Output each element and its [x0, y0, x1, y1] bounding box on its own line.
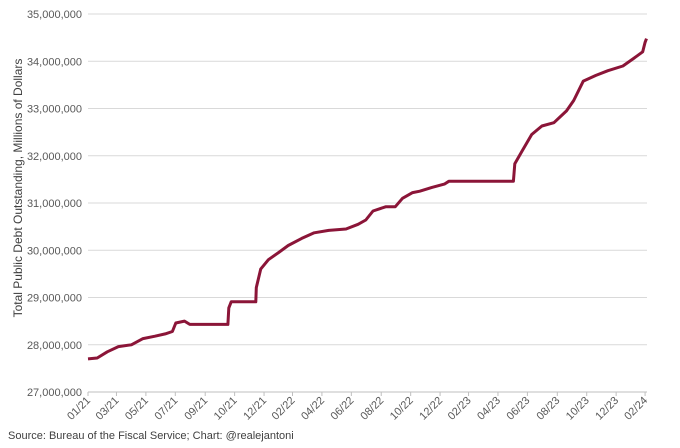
- x-tick-label: 12/21: [241, 395, 269, 423]
- x-tick-label: 10/22: [388, 395, 416, 423]
- x-tick-label: 09/21: [182, 395, 210, 423]
- x-tick-label: 10/23: [564, 395, 592, 423]
- y-tick-label: 32,000,000: [27, 151, 82, 163]
- y-axis-tick-labels: 27,000,000 28,000,000 29,000,000 30,000,000…: [27, 9, 82, 399]
- x-tick-label: 08/22: [358, 395, 386, 423]
- x-tick-label: 12/22: [417, 395, 445, 423]
- y-tick-label: 31,000,000: [27, 198, 82, 210]
- x-tick-label: 04/23: [475, 395, 503, 423]
- y-tick-label: 35,000,000: [27, 9, 82, 21]
- x-tick-label: 05/21: [123, 395, 151, 423]
- y-tick-label: 33,000,000: [27, 104, 82, 116]
- y-tick-label: 34,000,000: [27, 56, 82, 68]
- y-tick-label: 28,000,000: [27, 340, 82, 352]
- series-layer: [87, 38, 648, 361]
- y-tick-label: 29,000,000: [27, 293, 82, 305]
- x-tick-label: 04/22: [299, 395, 327, 423]
- x-tick-label: 10/21: [212, 395, 240, 423]
- chart-source-note: Source: Bureau of the Fiscal Service; Ch…: [8, 430, 294, 442]
- x-tick-label: 02/23: [446, 395, 474, 423]
- x-tick-label: 07/21: [152, 395, 180, 423]
- x-tick-label: 12/23: [593, 395, 621, 423]
- y-tick-label: 27,000,000: [27, 387, 82, 399]
- x-tick-label: 02/22: [270, 395, 298, 423]
- gridlines: [88, 13, 647, 393]
- x-tick-label: 08/23: [534, 395, 562, 423]
- y-axis-label: Total Public Debt Outstanding, Millions …: [11, 59, 25, 318]
- x-tick-label: 06/23: [505, 395, 533, 423]
- y-tick-label: 30,000,000: [27, 245, 82, 257]
- x-tick-label: 03/21: [94, 395, 122, 423]
- x-tick-label: 02/24: [622, 395, 650, 423]
- debt-series-line: [87, 38, 648, 361]
- x-axis: 01/21 03/21 05/21 07/21 09/21 10/21 12/21 02/22…: [65, 391, 650, 423]
- x-tick-label: 06/22: [329, 395, 357, 423]
